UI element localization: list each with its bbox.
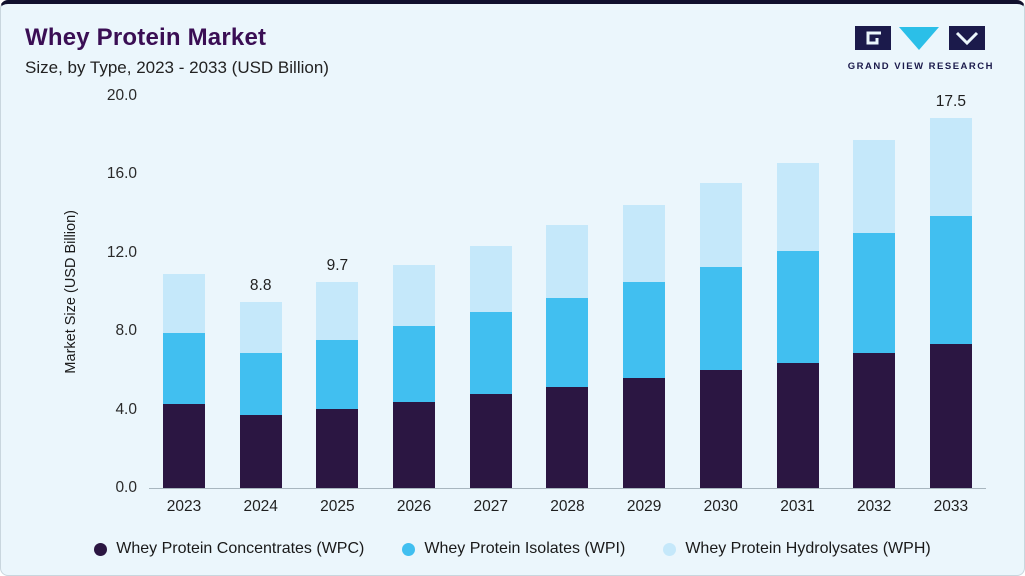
bar-segment-2023 — [163, 333, 205, 404]
bar-segment-2027 — [469, 393, 512, 488]
bar-2030: 2030 — [699, 96, 742, 515]
bar-segment-2033 — [929, 343, 972, 488]
bar-segment-2027 — [469, 245, 512, 312]
bar-segment-2029 — [623, 282, 666, 379]
bar-segment-2024 — [239, 352, 282, 416]
bars: 2023 8.8 2024 9.7 2025 2026 2027 2028 2029 2030 20… — [149, 92, 986, 515]
bar-segment-2028 — [546, 387, 589, 488]
legend-label: Whey Protein Isolates (WPI) — [424, 540, 626, 557]
bar-segment-2026 — [393, 326, 436, 402]
bar-segment-2032 — [853, 140, 896, 234]
header: Whey Protein Market Size, by Type, 2023 … — [1, 4, 1024, 78]
x-tick-label: 2029 — [626, 498, 662, 515]
bar-value-label: 17.5 — [935, 92, 966, 110]
bar-segment-2031 — [776, 250, 819, 363]
bar-segment-2028 — [546, 297, 589, 388]
bar-2029: 2029 — [623, 96, 666, 515]
bar-2031: 2031 — [776, 96, 819, 515]
bar-segment-2030 — [699, 266, 742, 371]
plot-area: 2023 8.8 2024 9.7 2025 2026 2027 2028 2029 2030 20… — [107, 87, 986, 515]
y-tick-label: 8.0 — [115, 322, 137, 340]
bar-segment-2026 — [393, 264, 436, 327]
y-tick-label: 0.0 — [115, 479, 137, 496]
bar-2032: 2032 — [853, 96, 896, 515]
bar-segment-2023 — [163, 403, 205, 488]
chart: Market Size (USD Billion) 2023 8.8 2024 9.7… — [1, 87, 1024, 566]
chart-subtitle: Size, by Type, 2023 - 2033 (USD Billion) — [25, 58, 329, 77]
x-tick-label: 2030 — [703, 498, 739, 515]
bar-segment-2033 — [929, 215, 972, 344]
bar-segment-2026 — [393, 401, 436, 488]
bar-segment-2025 — [316, 408, 359, 488]
bar-2023: 2023 — [163, 96, 205, 515]
bar-segment-2032 — [853, 233, 896, 353]
legend-dot — [663, 542, 677, 556]
bar-segment-2027 — [469, 311, 512, 394]
bar-segment-2025 — [316, 340, 359, 409]
brand-logo-text: GRAND VIEW RESEARCH — [847, 61, 994, 72]
bar-segment-2030 — [699, 183, 742, 267]
bar-segment-2028 — [546, 225, 589, 298]
x-tick-label: 2026 — [396, 498, 432, 515]
y-tick-label: 16.0 — [106, 165, 137, 183]
legend-item: Whey Protein Concentrates (WPC) — [94, 540, 364, 558]
bar-segment-2024 — [239, 415, 282, 488]
bar-value-label: 8.8 — [249, 276, 272, 294]
bar-segment-2030 — [699, 370, 742, 488]
bar-2024: 8.8 2024 — [239, 96, 282, 515]
bar-segment-2025 — [316, 282, 359, 341]
brand-logo: GRAND VIEW RESEARCH — [848, 24, 994, 72]
chart-title: Whey Protein Market — [25, 24, 267, 51]
bar-2033: 17.5 2033 — [929, 92, 972, 515]
x-tick-label: 2025 — [320, 498, 355, 515]
legend-item: Whey Protein Hydrolysates (WPH) — [663, 540, 931, 558]
bar-2027: 2027 — [469, 96, 512, 515]
bar-value-label: 9.7 — [326, 257, 349, 275]
bar-segment-2032 — [853, 352, 896, 488]
bar-segment-2029 — [623, 204, 666, 283]
brand-logo-icon — [854, 26, 987, 57]
y-axis-title: Market Size (USD Billion) — [63, 96, 79, 488]
legend-dot — [94, 542, 108, 556]
legend-item: Whey Protein Isolates (WPI) — [402, 540, 625, 558]
x-tick-label: 2031 — [780, 498, 815, 515]
bar-segment-2029 — [623, 378, 666, 488]
x-tick-label: 2033 — [933, 498, 969, 515]
y-tick-label: 4.0 — [115, 400, 137, 418]
legend-label: Whey Protein Hydrolysates (WPH) — [685, 540, 931, 557]
bar-2025: 9.7 2025 — [316, 96, 359, 515]
bar-segment-2024 — [239, 301, 282, 353]
legend-label: Whey Protein Concentrates (WPC) — [116, 540, 365, 557]
y-tick-label: 12.0 — [106, 243, 137, 261]
header-text: Whey Protein Market Size, by Type, 2023 … — [25, 24, 329, 78]
bar-2028: 2028 — [546, 96, 589, 515]
bar-segment-2023 — [163, 274, 205, 334]
bar-2026: 2026 — [393, 96, 436, 515]
x-tick-label: 2023 — [166, 498, 202, 515]
x-tick-label: 2032 — [856, 498, 892, 515]
y-axis-title-text: Market Size (USD Billion) — [63, 210, 79, 374]
x-tick-label: 2028 — [550, 498, 585, 515]
bar-segment-2031 — [776, 362, 819, 488]
bar-segment-2031 — [776, 162, 819, 251]
x-tick-label: 2024 — [243, 498, 278, 515]
bar-segment-2033 — [929, 117, 972, 216]
legend: Whey Protein Concentrates (WPC) Whey Prot… — [1, 540, 1024, 558]
legend-dot — [402, 542, 416, 556]
x-tick-label: 2027 — [473, 498, 508, 515]
y-tick-label: 20.0 — [106, 87, 137, 104]
